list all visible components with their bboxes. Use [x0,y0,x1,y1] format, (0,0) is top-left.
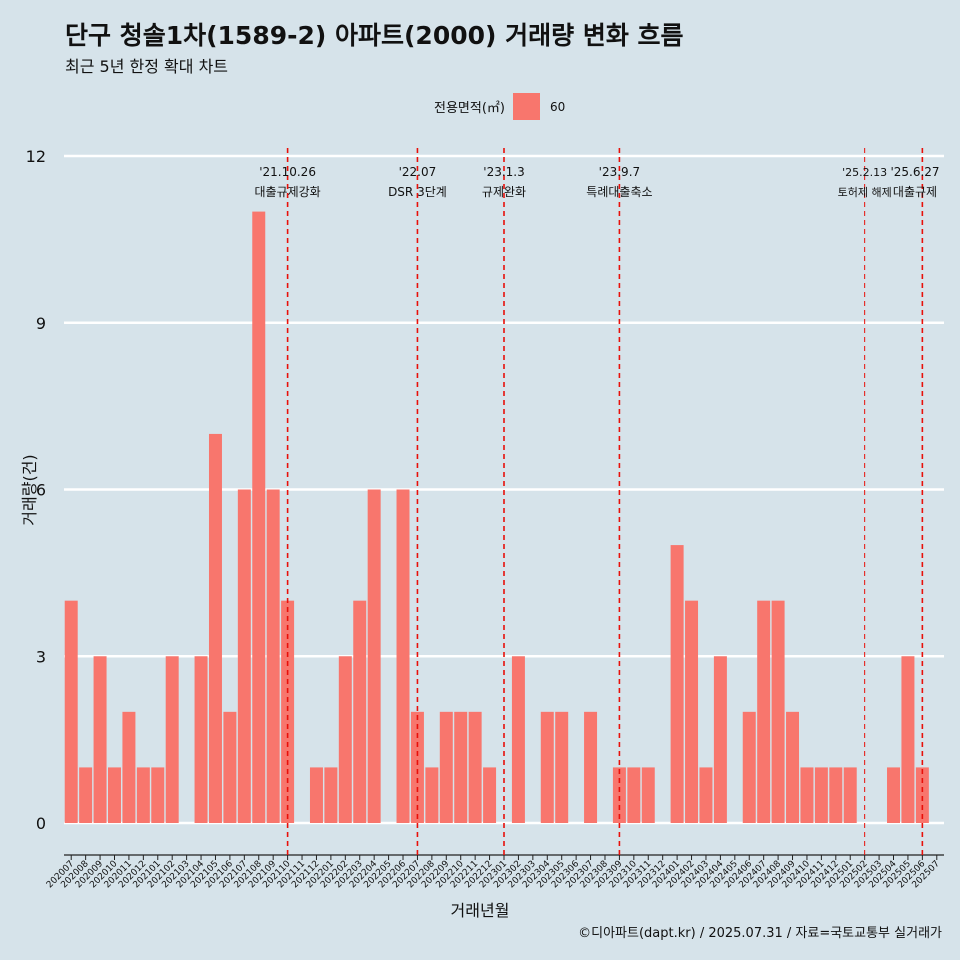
bar [151,767,165,823]
bar [410,711,424,823]
legend-item-label: 60 [549,99,566,114]
bar [223,711,237,823]
annotation-label: 토허제 해제 [838,185,892,199]
bar [627,767,641,823]
bar [338,656,352,823]
annotation-label: DSR 3단계 [388,185,447,199]
chart-title: 단구 청솔1차(1589-2) 아파트(2000) 거래량 변화 흐름 [65,21,684,50]
bar [468,711,482,823]
bar [612,767,626,823]
bar [915,767,929,823]
legend-swatch [512,93,540,120]
bar [887,767,900,823]
bar [786,711,800,823]
bar [309,767,323,823]
bar [324,767,338,823]
bar [771,600,785,823]
bar [829,767,843,823]
bar [584,711,598,823]
annotation-date: '23.1.3 [483,165,524,179]
bar [670,545,684,823]
bar [396,489,410,823]
y-axis-label: 거래량(건) [20,454,39,526]
annotation-label: 대출규제강화 [254,185,320,199]
annotation-label: 규제완화 [482,185,526,199]
bar [757,600,771,823]
annotation-label: 대출규제 [893,185,937,199]
bar [699,767,713,823]
bar [439,711,453,823]
source-caption: ©디아파트(dapt.kr) / 2025.07.31 / 자료=국토교통부 실… [578,926,942,941]
chart-subtitle: 최근 5년 한정 확대 차트 [65,57,229,76]
bar [814,767,828,823]
bar [800,767,814,823]
y-tick-label: 12 [26,147,46,166]
bar [79,767,93,823]
bar [266,489,280,823]
annotation-date: '25.6.27 [890,165,939,179]
bar [64,600,78,823]
legend: 전용면적(㎡) 60 [434,93,565,120]
y-tick-label: 0 [36,814,46,833]
bar [208,433,222,823]
annotation-date: '21.10.26 [259,165,316,179]
annotation-label: 특례대출축소 [586,185,652,199]
bar [555,711,569,823]
bar [93,656,107,823]
bar [641,767,655,823]
bar [367,489,381,823]
bar [843,767,857,823]
bar [122,711,136,823]
bar [483,767,497,823]
legend-title: 전용면적(㎡) [434,101,505,116]
bar [901,656,915,823]
bar [281,600,295,823]
bar [425,767,439,823]
annotation-date: '25.2.13 [842,166,887,179]
bar [136,767,150,823]
bar [165,656,179,823]
bar [454,711,468,823]
annotation-date: '22.07 [399,165,437,179]
bar [237,489,251,823]
bar [511,656,525,823]
bar [353,600,367,823]
bar [713,656,727,823]
bar [742,711,756,823]
y-tick-label: 3 [36,647,46,666]
annotation-date: '23.9.7 [599,165,640,179]
bar [252,211,266,824]
bar [108,767,121,823]
y-tick-label: 9 [36,314,46,333]
bar [685,600,699,823]
y-tick-label: 6 [36,481,46,500]
bar [540,711,554,823]
x-axis-label: 거래년월 [450,901,510,920]
bar [194,656,208,823]
